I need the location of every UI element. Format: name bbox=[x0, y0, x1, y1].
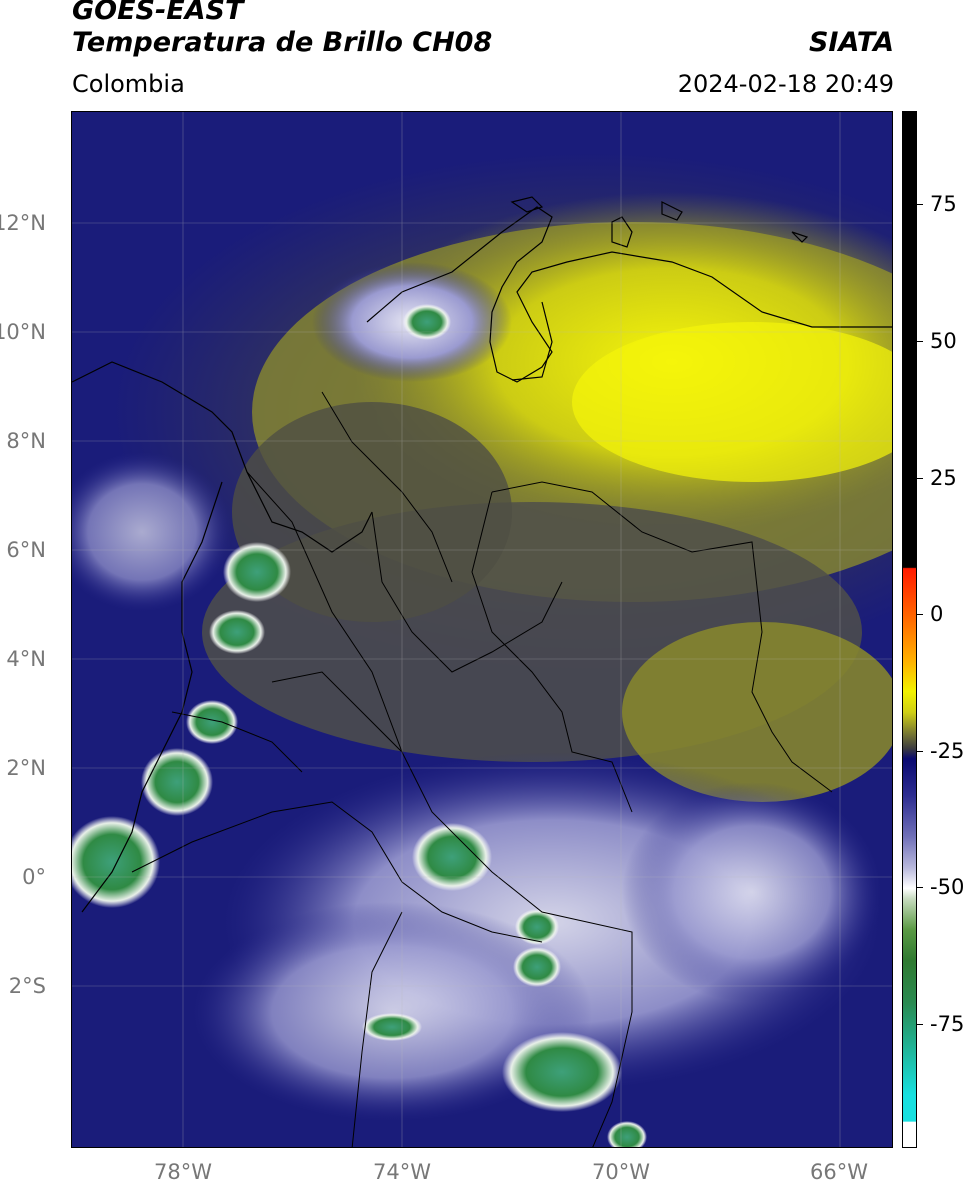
colorbar-tick-50: 50 bbox=[930, 329, 957, 353]
lat-label-6n: 6°N bbox=[6, 538, 46, 562]
borders bbox=[131, 391, 833, 1147]
satellite-image bbox=[72, 112, 892, 1147]
title-satellite: GOES-EAST bbox=[72, 0, 244, 26]
colorbar-tick-minus50: -50 bbox=[930, 875, 965, 899]
lon-label-74w: 74°W bbox=[373, 1160, 431, 1184]
brand-label: SIATA bbox=[808, 27, 894, 58]
lon-label-70w: 70°W bbox=[592, 1160, 650, 1184]
title-product: Temperatura de Brillo CH08 bbox=[72, 27, 493, 58]
lat-label-4n: 4°N bbox=[6, 647, 46, 671]
colorbar-tickmark-minus25 bbox=[917, 751, 923, 752]
colorbar-tickmark-minus75 bbox=[917, 1024, 923, 1025]
colorbar-tickmark-minus50 bbox=[917, 887, 923, 888]
lat-label-12n: 12°N bbox=[0, 211, 46, 235]
lat-label-2s: 2°S bbox=[8, 974, 46, 998]
datetime-label: 2024-02-18 20:49 bbox=[677, 70, 894, 98]
colorbar-tick-75: 75 bbox=[930, 192, 957, 216]
colorbar-tick-minus25: -25 bbox=[930, 739, 965, 763]
colorbar-tickmark-25 bbox=[917, 478, 923, 479]
colorbar bbox=[902, 111, 917, 1148]
graticule bbox=[72, 112, 892, 1147]
lat-label-10n: 10°N bbox=[0, 320, 46, 344]
colorbar-tick-25: 25 bbox=[930, 466, 957, 490]
satellite-map[interactable] bbox=[71, 111, 893, 1148]
colorbar-tick-minus75: -75 bbox=[930, 1012, 965, 1036]
lat-label-0: 0° bbox=[22, 865, 46, 889]
colorbar-tickmark-0 bbox=[917, 614, 923, 615]
lat-label-2n: 2°N bbox=[6, 756, 46, 780]
colorbar-tickmark-75 bbox=[917, 204, 923, 205]
colorbar-tick-0: 0 bbox=[930, 602, 944, 626]
colorbar-tickmark-50 bbox=[917, 341, 923, 342]
lat-label-8n: 8°N bbox=[6, 429, 46, 453]
lon-label-78w: 78°W bbox=[154, 1160, 212, 1184]
region-label: Colombia bbox=[72, 70, 185, 98]
lon-label-66w: 66°W bbox=[810, 1160, 868, 1184]
